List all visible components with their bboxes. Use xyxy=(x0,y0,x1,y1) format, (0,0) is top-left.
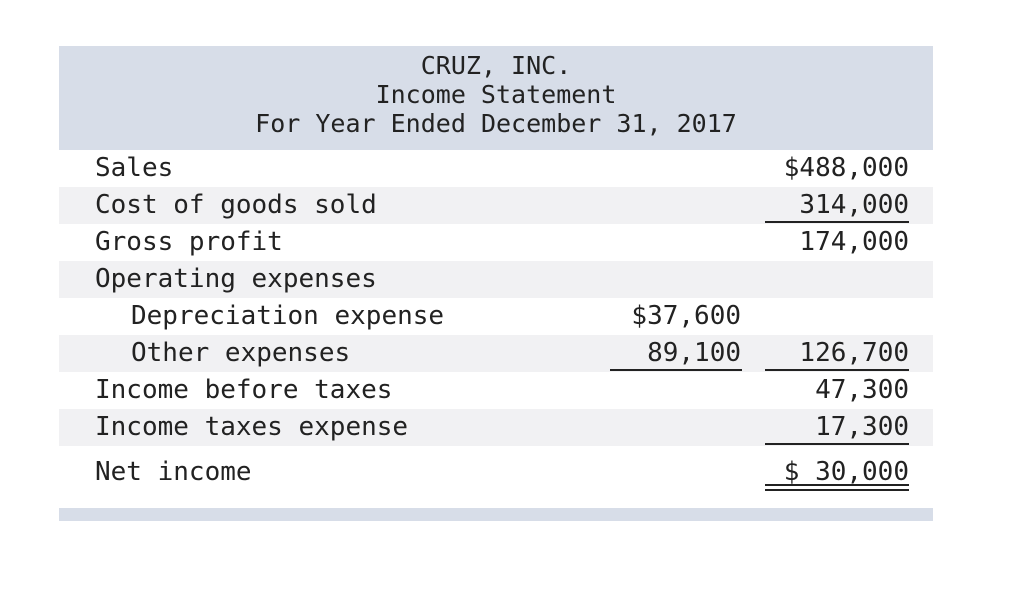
row-amount: 17,300 xyxy=(815,412,909,442)
underline xyxy=(765,369,909,371)
row-label: Sales xyxy=(95,153,174,183)
underline xyxy=(610,369,742,371)
row-income-before-taxes: Income before taxes 47,300 xyxy=(59,372,933,409)
row-amount: 314,000 xyxy=(799,190,909,220)
row-subtotal-amount: 89,100 xyxy=(647,338,741,368)
statement-title: Income Statement xyxy=(375,80,617,109)
row-sales: Sales $488,000 xyxy=(59,150,933,187)
row-label: Operating expenses xyxy=(95,264,377,294)
statement-period: For Year Ended December 31, 2017 xyxy=(255,109,737,138)
row-income-taxes-expense: Income taxes expense 17,300 xyxy=(59,409,933,446)
double-underline xyxy=(765,484,909,491)
footer-bar xyxy=(59,508,933,521)
row-label: Net income xyxy=(95,457,252,487)
row-cost-of-goods-sold: Cost of goods sold 314,000 xyxy=(59,187,933,224)
row-depreciation-expense: Depreciation expense $37,600 xyxy=(59,298,933,335)
row-amount: $488,000 xyxy=(783,153,909,183)
row-subtotal-amount: $37,600 xyxy=(631,301,741,331)
row-label: Other expenses xyxy=(131,338,351,368)
row-amount: 47,300 xyxy=(815,375,909,405)
row-label: Income before taxes xyxy=(95,375,393,405)
row-label: Depreciation expense xyxy=(131,301,445,331)
row-amount: 126,700 xyxy=(799,338,909,368)
row-label: Cost of goods sold xyxy=(95,190,377,220)
row-amount: 174,000 xyxy=(799,227,909,257)
company-name: CRUZ, INC. xyxy=(420,51,572,80)
row-amount: $ 30,000 xyxy=(783,457,909,487)
underline xyxy=(765,443,909,445)
statement-header: CRUZ, INC. Income Statement For Year End… xyxy=(59,46,933,150)
row-gross-profit: Gross profit 174,000 xyxy=(59,224,933,261)
row-net-income: Net income $ 30,000 xyxy=(59,446,933,499)
row-label: Gross profit xyxy=(95,227,283,257)
row-operating-expenses: Operating expenses xyxy=(59,261,933,298)
row-label: Income taxes expense xyxy=(95,412,409,442)
income-statement: CRUZ, INC. Income Statement For Year End… xyxy=(59,46,933,521)
underline xyxy=(765,221,909,223)
row-other-expenses: Other expenses 89,100 126,700 xyxy=(59,335,933,372)
